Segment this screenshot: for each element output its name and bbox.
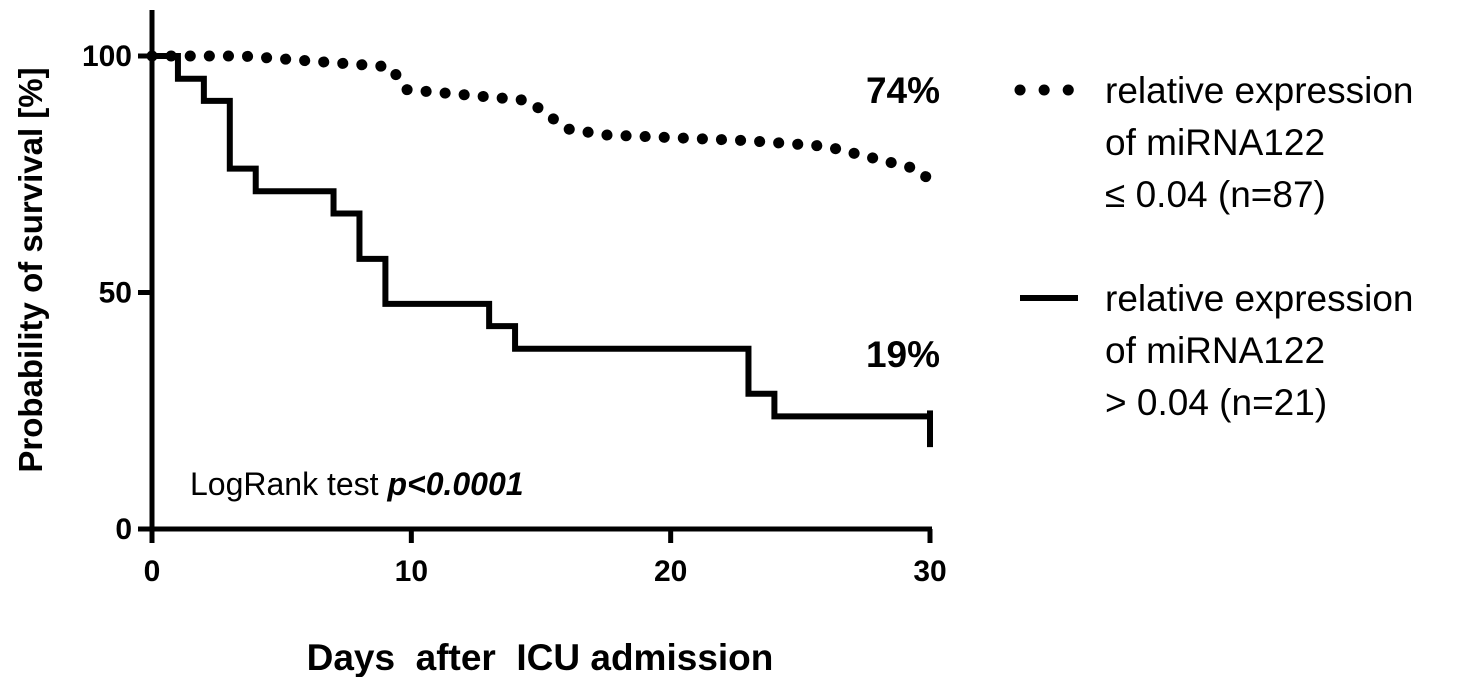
x-tick-label: 20: [654, 555, 687, 588]
series-end-label-0: 74%: [866, 70, 940, 111]
y-axis-label: Probability of survival [%]: [12, 67, 49, 472]
end-labels: 74% 19%: [866, 70, 940, 375]
x-tick-label: 30: [913, 555, 946, 588]
series-layer: [146, 50, 936, 448]
legend-label-line: of miRNA122: [1105, 330, 1325, 371]
legend: relative expression of miRNA122 ≤ 0.04 (n=…: [1014, 70, 1413, 423]
y-tick-label: 0: [115, 513, 132, 546]
legend-label-line: > 0.04 (n=21): [1105, 382, 1327, 423]
axes: [149, 10, 932, 532]
legend-label-line: relative expression: [1105, 278, 1413, 319]
logrank-annotation: LogRank test p<0.0001: [190, 466, 524, 502]
series-line-0: [146, 50, 936, 186]
series-line-1: [152, 53, 933, 440]
logrank-text: LogRank test: [190, 466, 387, 502]
x-tick-label: 10: [395, 555, 428, 588]
x-axis-label: Days after ICU admission: [307, 637, 774, 677]
x-tick-label: 0: [144, 555, 161, 588]
series-end-label-1: 19%: [866, 334, 940, 375]
y-tick-label: 100: [82, 40, 132, 73]
legend-label-line: ≤ 0.04 (n=87): [1105, 174, 1326, 215]
legend-label-line: of miRNA122: [1105, 122, 1325, 163]
legend-label-line: relative expression: [1105, 70, 1413, 111]
y-tick-label: 50: [99, 277, 132, 310]
y-ticks: 0 50 100: [82, 40, 152, 546]
logrank-p-value: p<0.0001: [386, 466, 523, 502]
x-ticks: 0 10 20 30: [144, 529, 947, 588]
